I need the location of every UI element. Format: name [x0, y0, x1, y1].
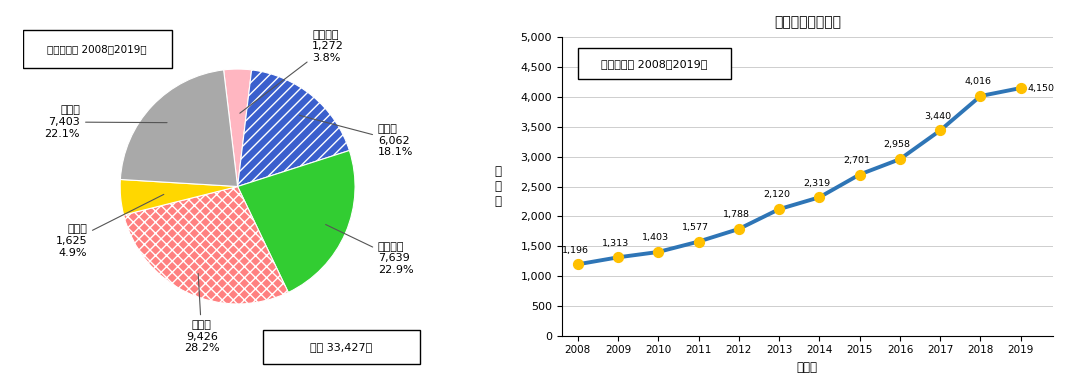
Wedge shape: [238, 150, 355, 292]
Text: 合計 33,427件: 合計 33,427件: [310, 342, 373, 352]
Text: 2,120: 2,120: [762, 191, 789, 200]
Text: 中国籍
9,426
28.2%: 中国籍 9,426 28.2%: [184, 273, 219, 354]
Text: 2,319: 2,319: [804, 179, 831, 188]
Point: [1012, 85, 1029, 91]
Text: 1,788: 1,788: [723, 210, 750, 219]
Text: 4,016: 4,016: [964, 77, 991, 86]
FancyBboxPatch shape: [578, 48, 731, 79]
Point: [851, 172, 868, 178]
Point: [650, 249, 667, 255]
Text: 韓国籍
1,625
4.9%: 韓国籍 1,625 4.9%: [55, 194, 164, 257]
FancyBboxPatch shape: [264, 330, 419, 364]
X-axis label: 出版年: 出版年: [797, 361, 818, 373]
Point: [891, 156, 908, 162]
Text: 2,958: 2,958: [883, 141, 910, 150]
Text: 4,150: 4,150: [1028, 84, 1055, 93]
Wedge shape: [120, 179, 238, 215]
Text: 1,577: 1,577: [683, 223, 710, 232]
Title: 論文発表件数推移: 論文発表件数推移: [773, 15, 841, 29]
Wedge shape: [124, 186, 288, 304]
Text: 論文発表年 2008～2019年: 論文発表年 2008～2019年: [602, 59, 707, 69]
Point: [690, 239, 707, 245]
Y-axis label: 論
文
数: 論 文 数: [495, 165, 501, 208]
Wedge shape: [120, 70, 238, 186]
Text: 欧州国籍
7,639
22.9%: 欧州国籍 7,639 22.9%: [326, 225, 414, 275]
Text: 1,403: 1,403: [642, 233, 669, 242]
Text: 3,440: 3,440: [923, 112, 951, 121]
Text: 2,701: 2,701: [843, 156, 870, 165]
Text: 1,196: 1,196: [562, 245, 589, 255]
FancyBboxPatch shape: [23, 30, 172, 68]
Point: [730, 226, 747, 232]
Text: 日本国籍
1,272
3.8%: 日本国籍 1,272 3.8%: [240, 29, 343, 113]
Point: [569, 261, 586, 267]
Text: 1,313: 1,313: [602, 239, 629, 248]
Point: [770, 206, 787, 212]
Text: その他
7,403
22.1%: その他 7,403 22.1%: [44, 106, 167, 139]
Wedge shape: [238, 70, 350, 186]
Text: 米国籍
6,062
18.1%: 米国籍 6,062 18.1%: [299, 115, 414, 157]
Wedge shape: [224, 69, 252, 186]
Point: [972, 93, 989, 99]
Text: 論文発表年 2008～2019年: 論文発表年 2008～2019年: [48, 44, 147, 54]
Point: [932, 128, 949, 134]
Point: [609, 254, 626, 260]
Point: [811, 194, 828, 200]
